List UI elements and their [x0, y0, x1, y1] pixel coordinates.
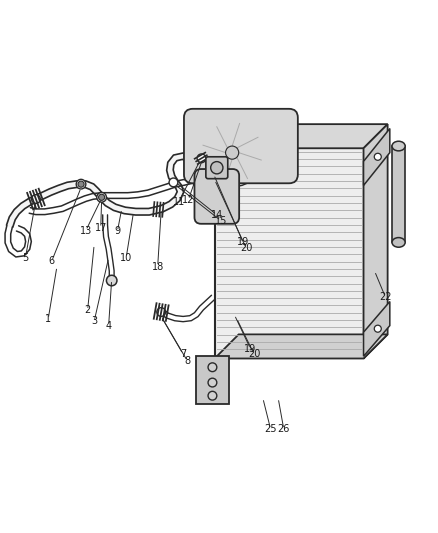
Text: 8: 8: [184, 356, 191, 366]
Text: 17: 17: [95, 223, 107, 233]
Text: 10: 10: [120, 253, 132, 263]
Ellipse shape: [392, 141, 405, 151]
Text: 7: 7: [180, 349, 186, 359]
FancyBboxPatch shape: [206, 157, 228, 179]
Text: 11: 11: [173, 197, 185, 207]
Circle shape: [197, 154, 206, 163]
Text: 6: 6: [49, 256, 55, 266]
Circle shape: [226, 146, 239, 159]
Text: 3: 3: [91, 316, 97, 326]
Text: 13: 13: [80, 225, 92, 236]
Text: 1: 1: [45, 314, 51, 324]
Circle shape: [211, 161, 223, 174]
Circle shape: [208, 363, 217, 372]
Circle shape: [208, 378, 217, 387]
Text: 20: 20: [248, 349, 260, 359]
Text: 19: 19: [244, 344, 257, 354]
Text: 22: 22: [379, 292, 392, 302]
Circle shape: [374, 154, 381, 160]
Circle shape: [169, 178, 178, 187]
Text: 20: 20: [240, 243, 252, 253]
Text: 15: 15: [215, 215, 227, 225]
Polygon shape: [364, 128, 390, 185]
Text: 2: 2: [85, 305, 91, 316]
Circle shape: [99, 194, 105, 200]
Polygon shape: [215, 124, 388, 148]
Polygon shape: [364, 302, 390, 356]
Bar: [392, 146, 405, 243]
Polygon shape: [7, 153, 216, 227]
Circle shape: [198, 118, 266, 187]
Circle shape: [374, 325, 381, 332]
Circle shape: [157, 308, 166, 317]
FancyBboxPatch shape: [194, 169, 239, 224]
Text: 4: 4: [106, 321, 112, 330]
Circle shape: [78, 181, 84, 187]
Circle shape: [32, 195, 40, 204]
Bar: [196, 356, 229, 405]
Text: 26: 26: [278, 424, 290, 434]
Circle shape: [76, 179, 86, 189]
Polygon shape: [364, 124, 388, 359]
Circle shape: [208, 391, 217, 400]
Polygon shape: [215, 334, 388, 359]
Text: 12: 12: [182, 195, 194, 205]
FancyBboxPatch shape: [184, 109, 298, 183]
Bar: [215, 148, 364, 359]
Ellipse shape: [392, 238, 405, 247]
Text: 5: 5: [22, 253, 28, 263]
Circle shape: [106, 275, 117, 286]
Circle shape: [97, 192, 106, 202]
Text: 19: 19: [237, 237, 249, 247]
Text: 18: 18: [152, 262, 164, 271]
Text: 9: 9: [114, 227, 120, 237]
Text: 14: 14: [211, 210, 223, 220]
Text: 25: 25: [265, 424, 277, 434]
